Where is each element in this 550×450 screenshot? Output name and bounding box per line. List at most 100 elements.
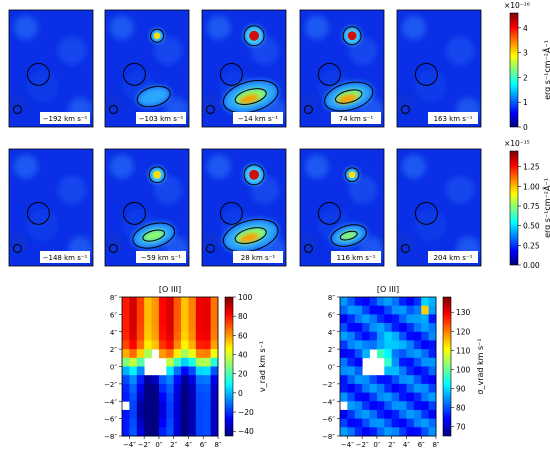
velocity-map-pixel — [136, 383, 145, 393]
velocity-map-pixel — [166, 323, 175, 333]
dispersion-map-pixel — [340, 349, 348, 359]
panel-frame — [8, 9, 94, 128]
upper-source-contour — [342, 26, 362, 46]
panel-frame — [201, 9, 287, 128]
velocity-map-pixel — [151, 340, 160, 350]
velocity-map-pixel — [195, 323, 204, 333]
dispersion-map-pixel — [391, 331, 400, 341]
velocity-map-colorbar-tick-label: 80 — [238, 312, 248, 321]
velocity-map-ytick-label: 8″ — [110, 294, 117, 302]
dispersion-map-pixel — [340, 314, 348, 324]
dispersion-map-pixel — [406, 340, 415, 350]
dispersion-map-pixel — [376, 392, 385, 402]
velocity-map-pixel — [188, 409, 197, 420]
velocity-map-pixel — [151, 401, 160, 411]
dispersion-map-pixel — [399, 314, 407, 324]
velocity-map-pixel — [195, 375, 204, 385]
row1-panel-2: −103 km s⁻¹ — [104, 9, 190, 128]
velocity-map-pixel — [151, 305, 160, 315]
mask-contour — [303, 104, 313, 114]
dispersion-map-pixel — [399, 401, 407, 411]
dispersion-map-pixel — [369, 392, 378, 402]
dispersion-map-pixel — [413, 331, 422, 341]
dispersion-map-pixel — [406, 375, 415, 385]
velocity-map-pixel — [173, 383, 182, 393]
mask-contour — [108, 104, 118, 114]
velocity-map-pixel — [122, 392, 130, 402]
dispersion-map-pixel — [399, 331, 407, 341]
row1-panel-5: 163 km s⁻¹ — [396, 9, 482, 128]
dispersion-map-pixel — [340, 340, 348, 350]
velocity-map-ytick-label: −4″ — [104, 398, 117, 406]
dispersion-map-xtick-label: −4″ — [341, 441, 354, 449]
colorbar-1-label: erg s⁻¹cm⁻²Å⁻¹ — [541, 40, 550, 100]
dispersion-map-pixel — [376, 427, 385, 437]
dispersion-map-pixel — [376, 409, 385, 420]
velocity-map-pixel — [144, 375, 152, 385]
velocity-map-pixel — [144, 409, 152, 420]
velocity-map-pixel — [195, 427, 204, 437]
velocity-map-pixel — [136, 401, 145, 411]
velocity-label: 74 km s⁻¹ — [339, 115, 374, 123]
dispersion-map-pixel — [369, 401, 378, 411]
velocity-map-pixel — [188, 331, 197, 341]
dispersion-map-colorbar-tick-label: 120 — [456, 327, 471, 336]
dispersion-map-pixel — [399, 383, 407, 393]
panel-frame — [104, 9, 190, 128]
velocity-map-pixel — [173, 297, 182, 307]
velocity-map-pixel — [188, 314, 197, 324]
lower-source-contour-inner — [142, 229, 166, 242]
velocity-map-pixel — [151, 331, 160, 341]
velocity-map-pixel — [210, 314, 219, 324]
velocity-map-colorbar-tick-label: 40 — [238, 351, 248, 360]
velocity-map-pixel — [188, 357, 197, 367]
lower-source-peak — [239, 94, 260, 104]
dispersion-map-colorbar-tick-label: 100 — [456, 365, 471, 374]
dispersion-map-pixel — [369, 323, 378, 333]
dispersion-map-pixel — [421, 340, 430, 350]
dispersion-map-pixel — [354, 375, 363, 385]
dispersion-map-pixel — [347, 401, 356, 411]
colorbar-2-tick-label: 0.00 — [523, 261, 540, 270]
velocity-map-pixel — [129, 340, 138, 350]
dispersion-map-pixel — [376, 401, 385, 411]
velocity-map-pixel — [144, 323, 152, 333]
velocity-map-pixel — [166, 349, 175, 359]
dispersion-map-pixel — [362, 392, 370, 402]
velocity-map-pixel — [136, 297, 145, 307]
dispersion-map-pixel — [406, 314, 415, 324]
velocity-map-pixel — [158, 305, 167, 315]
velocity-map-pixel — [210, 349, 219, 359]
dispersion-map-pixel — [391, 409, 400, 420]
dispersion-map-pixel — [421, 418, 430, 428]
dispersion-map-pixel — [347, 297, 356, 307]
velocity-map-pixel — [210, 357, 219, 367]
velocity-map-pixel — [136, 340, 145, 350]
velocity-map-colorbar-tick-label: −20 — [238, 408, 254, 417]
upper-source-contour — [243, 164, 265, 186]
velocity-map-pixel — [166, 392, 175, 402]
dispersion-map-pixel — [391, 297, 400, 307]
dispersion-map-pixel — [384, 357, 393, 367]
dispersion-map-pixel — [362, 375, 370, 385]
nucleus-contour — [219, 62, 243, 86]
velocity-map-pixel — [122, 323, 130, 333]
dispersion-map-pixel — [421, 427, 430, 437]
dispersion-map-pixel — [406, 305, 415, 315]
velocity-map-xtick-label: −2″ — [138, 441, 151, 449]
dispersion-map-pixel — [369, 314, 378, 324]
dispersion-map-pixel — [413, 340, 422, 350]
velocity-map-pixel — [181, 366, 189, 376]
dispersion-map-pixel — [399, 349, 407, 359]
dispersion-map-pixel — [428, 314, 437, 324]
velocity-map-pixel — [188, 323, 197, 333]
colorbar-2-tick-label: 1.00 — [523, 182, 540, 191]
upper-source-peak — [348, 171, 356, 179]
channel-maps-row-2: −148 km s⁻¹ −59 km s⁻¹ 28 km s⁻¹ 116 km s⁻¹… — [8, 148, 482, 267]
velocity-map-pixel — [151, 392, 160, 402]
dispersion-map-pixel — [354, 305, 363, 315]
dispersion-map-pixel — [384, 323, 393, 333]
velocity-map-pixel — [144, 392, 152, 402]
dispersion-map-pixel — [347, 392, 356, 402]
dispersion-map-pixel — [428, 323, 437, 333]
